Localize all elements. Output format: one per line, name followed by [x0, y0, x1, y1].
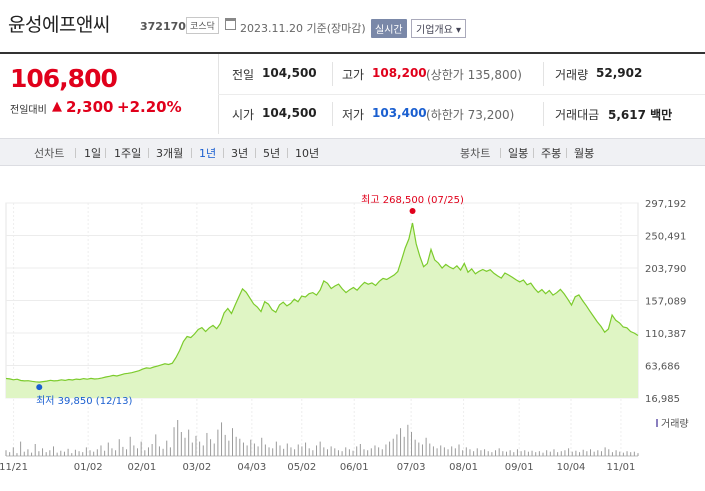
low-value: 103,400	[372, 106, 427, 120]
x-tick-label: 08/01	[449, 462, 478, 473]
tab-10y[interactable]: 10년	[295, 147, 320, 160]
tab-divider	[566, 148, 567, 158]
tab-divider	[533, 148, 534, 158]
calendar-icon	[225, 18, 236, 30]
open-label: 시가	[232, 108, 255, 122]
company-overview-dropdown[interactable]: 기업개요 ▾	[411, 19, 466, 38]
realtime-button[interactable]: 실시간	[371, 19, 407, 38]
current-price: 106,800	[10, 64, 118, 93]
quote-divider	[543, 62, 544, 86]
trade-amount-label: 거래대금	[555, 108, 600, 122]
x-tick-label: 10/04	[557, 462, 586, 473]
y-tick-label: 250,491	[645, 232, 686, 243]
header-divider	[0, 52, 705, 54]
x-tick-label: 07/03	[397, 462, 426, 473]
x-tick-label: 01/02	[74, 462, 103, 473]
y-tick-label: 16,985	[645, 394, 680, 405]
price-line	[5, 222, 639, 383]
change-value: 2,300	[66, 98, 114, 116]
max-price-marker	[409, 207, 416, 214]
reference-date: 2023.11.20 기준(장마감)	[240, 22, 366, 35]
quote-panel: 106,800 전일대비 ▲ 2,300 +2.20% 전일 104,500 고…	[0, 54, 705, 134]
x-tick-label: 11/01	[607, 462, 636, 473]
min-price-label: 최저 39,850 (12/13)	[36, 395, 132, 407]
tab-3y[interactable]: 3년	[231, 147, 249, 160]
max-price-label: 최고 268,500 (07/25)	[361, 194, 464, 206]
tab-1y[interactable]: 1년	[199, 147, 217, 160]
up-arrow-icon: ▲	[52, 99, 62, 114]
tab-1d[interactable]: 1일	[84, 147, 102, 160]
tab-divider	[223, 148, 224, 158]
volume-legend-swatch	[656, 419, 658, 427]
open-value: 104,500	[262, 106, 317, 120]
x-tick-label: 04/03	[237, 462, 266, 473]
low-label: 저가	[342, 108, 365, 122]
tab-1w[interactable]: 1주일	[114, 147, 142, 160]
high-value: 108,200	[372, 66, 427, 80]
quote-divider	[332, 62, 333, 86]
tab-monthly[interactable]: 월봉	[574, 147, 595, 160]
tab-5y[interactable]: 5년	[263, 147, 281, 160]
stock-header: 윤성에프앤씨 372170 코스닥 2023.11.20 기준(장마감) 실시간…	[0, 0, 705, 52]
tab-divider	[500, 148, 501, 158]
x-tick-label: 05/02	[287, 462, 316, 473]
tab-divider	[75, 148, 76, 158]
candle-chart-label: 봉차트	[460, 147, 491, 160]
stock-name: 윤성에프앤씨	[8, 14, 110, 36]
x-tick-label: 03/02	[182, 462, 211, 473]
x-tick-label: 09/01	[505, 462, 534, 473]
change-label: 전일대비	[10, 105, 47, 116]
trade-amount-value: 5,617 백만	[608, 108, 673, 122]
tab-divider	[105, 148, 106, 158]
tab-divider	[191, 148, 192, 158]
quote-row-divider	[218, 94, 705, 95]
volume-label: 거래량	[555, 68, 589, 82]
x-tick-label: 02/01	[127, 462, 156, 473]
y-tick-label: 110,387	[645, 329, 686, 340]
price-area	[6, 223, 638, 398]
change-percent: +2.20%	[117, 98, 182, 116]
prev-close-value: 104,500	[262, 66, 317, 80]
volume-legend-label: 거래량	[661, 418, 689, 430]
tab-3m[interactable]: 3개월	[156, 147, 184, 160]
high-label: 고가	[342, 68, 365, 82]
y-axis-labels: 297,192 250,491 203,790 157,089 110,387 63,68…	[645, 199, 686, 405]
volume-value: 52,902	[596, 66, 643, 80]
tab-daily[interactable]: 일봉	[508, 147, 529, 160]
y-tick-label: 297,192	[645, 199, 686, 210]
y-tick-label: 63,686	[645, 362, 680, 373]
prev-close-label: 전일	[232, 68, 255, 82]
tab-weekly[interactable]: 주봉	[541, 147, 562, 160]
tab-divider	[148, 148, 149, 158]
price-chart: 297,192 250,491 203,790 157,089 110,387 63,68…	[0, 194, 689, 473]
x-tick-label: 06/01	[340, 462, 369, 473]
lower-limit: (하한가 73,200)	[426, 108, 515, 122]
upper-limit: (상한가 135,800)	[426, 68, 522, 82]
volume-bars: 거래량	[5, 418, 689, 457]
chart-tabs: 선차트 1일 1주일 3개월 1년 3년 5년 10년 봉차트 일봉 주봉 월봉	[0, 138, 705, 166]
quote-divider	[332, 102, 333, 126]
y-tick-label: 157,089	[645, 297, 686, 308]
stock-code: 372170	[140, 20, 186, 33]
tab-divider	[287, 148, 288, 158]
x-tick-label: 11/21	[0, 462, 28, 473]
quote-divider	[543, 102, 544, 126]
line-chart-label: 선차트	[34, 147, 65, 160]
min-max-markers: 최고 268,500 (07/25) 최저 39,850 (12/13)	[36, 194, 464, 407]
tab-divider	[255, 148, 256, 158]
min-price-marker	[36, 384, 43, 391]
market-badge: 코스닥	[186, 17, 219, 34]
y-tick-label: 203,790	[645, 264, 686, 275]
x-axis-labels: 11/21 01/02 02/01 03/02 04/03 05/02 06/01 07/03…	[0, 462, 635, 473]
